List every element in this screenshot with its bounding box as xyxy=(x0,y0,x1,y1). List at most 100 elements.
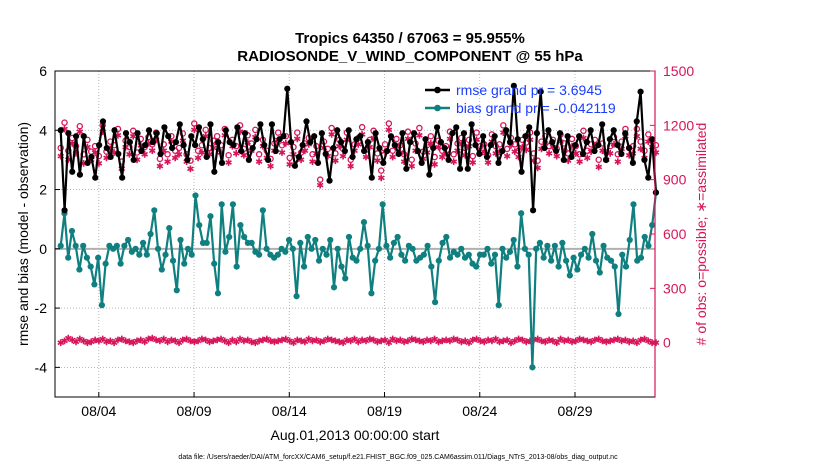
bias-point xyxy=(420,251,427,258)
bias-point xyxy=(319,245,326,252)
rmse-point xyxy=(261,141,268,149)
rmse-point xyxy=(549,139,556,146)
bias-point xyxy=(611,263,618,270)
rmse-point xyxy=(295,153,302,161)
bias-point xyxy=(592,257,600,264)
bias-point xyxy=(540,254,547,261)
obs_low-point xyxy=(152,336,160,344)
bias-point xyxy=(169,257,177,264)
rmse-point xyxy=(652,189,660,196)
bias-point xyxy=(154,245,162,252)
right-tick-label: 900 xyxy=(663,172,687,188)
bias-point xyxy=(102,260,109,267)
obs_possible-point xyxy=(76,122,84,130)
obs_low-point xyxy=(293,336,301,344)
rmse-point xyxy=(241,130,249,137)
rmse-point xyxy=(468,121,475,128)
rmse-point xyxy=(211,168,218,175)
rmse-point xyxy=(395,150,402,158)
rmse-point xyxy=(138,147,145,155)
bias-point xyxy=(293,293,300,300)
obs_assimilated-point xyxy=(469,159,477,166)
obs_possible-point xyxy=(595,156,602,163)
obs_low-point xyxy=(591,336,599,344)
bias-point xyxy=(596,269,603,276)
right-tick-label: 0 xyxy=(663,335,671,351)
rmse-point xyxy=(629,159,637,166)
x-tick-label: 08/09 xyxy=(177,403,212,419)
x-tick-label: 08/29 xyxy=(557,403,592,419)
rmse-point xyxy=(503,127,510,134)
bias-point xyxy=(162,251,169,258)
rmse-point xyxy=(576,133,583,140)
rmse-point xyxy=(149,139,156,146)
bias-point xyxy=(330,284,338,291)
obs_possible-point xyxy=(469,152,477,160)
right-tick-label: 1500 xyxy=(663,63,694,79)
bias-point xyxy=(117,260,124,267)
bias-point xyxy=(488,260,495,267)
rmse-point xyxy=(407,139,414,146)
rmse-point xyxy=(553,147,560,155)
rmse-point xyxy=(433,124,441,131)
rmse-point xyxy=(165,133,172,140)
rmse-point xyxy=(568,153,575,161)
bias-point xyxy=(394,233,401,241)
obs_assimilated-point xyxy=(267,162,274,170)
rmse-point xyxy=(437,139,444,146)
rmse-point xyxy=(384,147,391,155)
rmse-point xyxy=(360,147,368,155)
bias-point xyxy=(166,224,173,232)
x-axis-label: Aug.01,2013 00:00:00 start xyxy=(271,427,440,443)
rmse-point xyxy=(272,147,279,155)
obs_assimilated-point xyxy=(232,150,240,157)
bias-series xyxy=(57,189,660,371)
bias-point xyxy=(435,257,442,264)
rmse-point xyxy=(334,127,341,134)
bias-point xyxy=(173,287,180,294)
rmse-point xyxy=(199,136,206,143)
obs_assimilated-point xyxy=(576,158,583,165)
obs_assimilated-point xyxy=(347,162,355,170)
bias-point xyxy=(402,257,409,264)
rmse-point xyxy=(337,139,345,146)
plot-background xyxy=(55,71,655,397)
bias-point xyxy=(637,254,645,261)
bias-point xyxy=(65,254,72,261)
left-tick-label: 2 xyxy=(39,182,47,198)
rmse-point xyxy=(387,133,395,140)
bias-point xyxy=(555,263,562,270)
rmse-point xyxy=(314,159,322,166)
bias-point xyxy=(529,364,536,371)
obs_assimilated-point xyxy=(194,154,202,162)
bias-point xyxy=(132,245,139,252)
rmse-point xyxy=(595,141,602,149)
rmse-point xyxy=(518,168,525,175)
bias-point xyxy=(499,245,506,252)
rmse-point xyxy=(441,144,448,152)
bias-point xyxy=(289,245,296,252)
bias-point xyxy=(87,263,94,270)
bias-point xyxy=(327,236,334,244)
rmse-point xyxy=(318,130,325,137)
bias-point xyxy=(641,233,648,241)
bias-point xyxy=(615,310,622,318)
obs_possible-point xyxy=(286,154,293,162)
rmse-point xyxy=(238,147,245,155)
rmse-point xyxy=(453,124,460,131)
rmse-point xyxy=(376,144,383,152)
obs_possible-point xyxy=(377,167,385,174)
obs_assimilated-point xyxy=(332,157,339,165)
bias-point xyxy=(151,207,158,214)
rmse-point xyxy=(322,150,329,158)
plot-area xyxy=(54,70,660,398)
obs-low-series xyxy=(57,334,660,347)
bias-point xyxy=(521,245,529,252)
rmse-point xyxy=(430,144,437,152)
bias-point xyxy=(439,239,446,246)
rmse-point xyxy=(476,150,483,158)
obs_low-point xyxy=(343,336,351,344)
rmse-point xyxy=(291,162,299,169)
bias-point xyxy=(323,251,330,258)
